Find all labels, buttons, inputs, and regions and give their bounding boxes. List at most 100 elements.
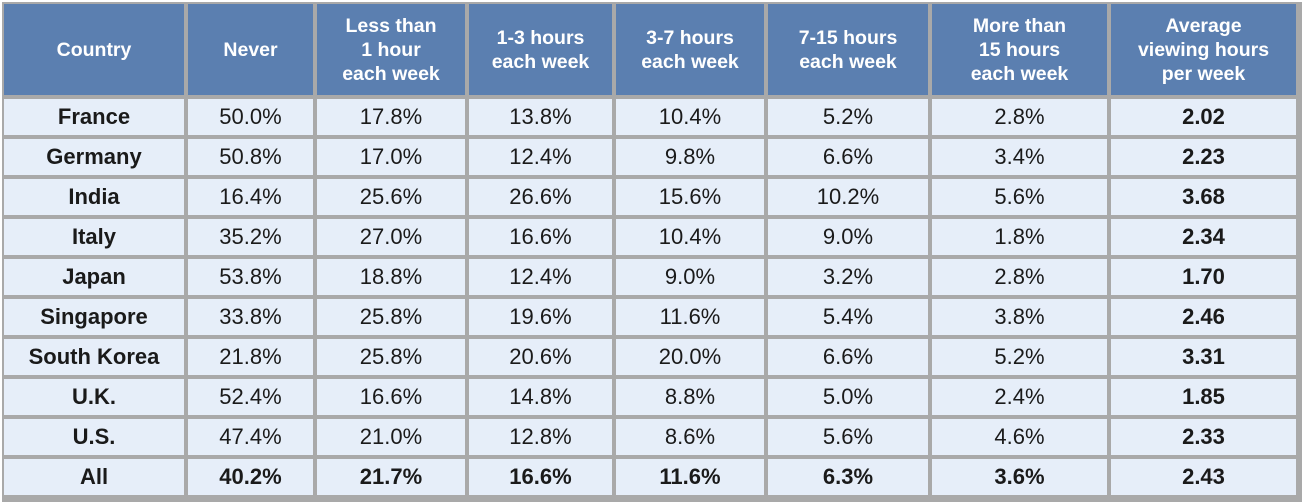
3-7-hours-cell: 10.4%: [616, 99, 764, 135]
never-cell: 16.4%: [188, 179, 313, 215]
country-cell: South Korea: [4, 339, 184, 375]
more-than-15-hours-cell: 1.8%: [932, 219, 1107, 255]
3-7-hours-cell: 20.0%: [616, 339, 764, 375]
less-than-1-hour-cell: 16.6%: [317, 379, 465, 415]
more-than-15-hours-cell: 3.8%: [932, 299, 1107, 335]
column-header-3-7-hours: 3-7 hours each week: [616, 4, 764, 95]
country-cell: Italy: [4, 219, 184, 255]
table-row: Japan 53.8% 18.8% 12.4% 9.0% 3.2% 2.8% 1.70: [4, 259, 1296, 295]
more-than-15-hours-cell: 2.4%: [932, 379, 1107, 415]
more-than-15-hours-cell: 3.6%: [932, 459, 1107, 495]
country-cell: U.K.: [4, 379, 184, 415]
more-than-15-hours-cell: 3.4%: [932, 139, 1107, 175]
1-3-hours-cell: 14.8%: [469, 379, 612, 415]
never-cell: 52.4%: [188, 379, 313, 415]
country-cell: All: [4, 459, 184, 495]
1-3-hours-cell: 12.8%: [469, 419, 612, 455]
average-hours-cell: 2.23: [1111, 139, 1296, 175]
table-row: U.S. 47.4% 21.0% 12.8% 8.6% 5.6% 4.6% 2.33: [4, 419, 1296, 455]
country-cell: France: [4, 99, 184, 135]
7-15-hours-cell: 6.6%: [768, 339, 928, 375]
never-cell: 33.8%: [188, 299, 313, 335]
country-cell: Germany: [4, 139, 184, 175]
column-header-more-than-15-hours: More than 15 hours each week: [932, 4, 1107, 95]
7-15-hours-cell: 9.0%: [768, 219, 928, 255]
1-3-hours-cell: 12.4%: [469, 139, 612, 175]
1-3-hours-cell: 20.6%: [469, 339, 612, 375]
average-hours-cell: 1.85: [1111, 379, 1296, 415]
column-header-less-than-1-hour: Less than 1 hour each week: [317, 4, 465, 95]
7-15-hours-cell: 6.3%: [768, 459, 928, 495]
3-7-hours-cell: 10.4%: [616, 219, 764, 255]
less-than-1-hour-cell: 17.8%: [317, 99, 465, 135]
1-3-hours-cell: 19.6%: [469, 299, 612, 335]
less-than-1-hour-cell: 21.7%: [317, 459, 465, 495]
less-than-1-hour-cell: 25.8%: [317, 299, 465, 335]
average-hours-cell: 2.34: [1111, 219, 1296, 255]
7-15-hours-cell: 3.2%: [768, 259, 928, 295]
table-row: Italy 35.2% 27.0% 16.6% 10.4% 9.0% 1.8% 2.34: [4, 219, 1296, 255]
never-cell: 50.8%: [188, 139, 313, 175]
never-cell: 40.2%: [188, 459, 313, 495]
table-row: India 16.4% 25.6% 26.6% 15.6% 10.2% 5.6% 3.68: [4, 179, 1296, 215]
country-cell: U.S.: [4, 419, 184, 455]
1-3-hours-cell: 16.6%: [469, 459, 612, 495]
less-than-1-hour-cell: 27.0%: [317, 219, 465, 255]
column-header-7-15-hours: 7-15 hours each week: [768, 4, 928, 95]
7-15-hours-cell: 6.6%: [768, 139, 928, 175]
average-hours-cell: 2.33: [1111, 419, 1296, 455]
table-body: France 50.0% 17.8% 13.8% 10.4% 5.2% 2.8% 2.02 Ge…: [4, 99, 1296, 495]
average-hours-cell: 3.31: [1111, 339, 1296, 375]
never-cell: 21.8%: [188, 339, 313, 375]
column-header-average-hours: Average viewing hours per week: [1111, 4, 1296, 95]
country-cell: India: [4, 179, 184, 215]
column-header-1-3-hours: 1-3 hours each week: [469, 4, 612, 95]
less-than-1-hour-cell: 18.8%: [317, 259, 465, 295]
table-row: France 50.0% 17.8% 13.8% 10.4% 5.2% 2.8% 2.02: [4, 99, 1296, 135]
never-cell: 47.4%: [188, 419, 313, 455]
3-7-hours-cell: 11.6%: [616, 459, 764, 495]
3-7-hours-cell: 8.8%: [616, 379, 764, 415]
3-7-hours-cell: 9.8%: [616, 139, 764, 175]
table-row: U.K. 52.4% 16.6% 14.8% 8.8% 5.0% 2.4% 1.85: [4, 379, 1296, 415]
7-15-hours-cell: 5.4%: [768, 299, 928, 335]
1-3-hours-cell: 16.6%: [469, 219, 612, 255]
table-row: South Korea 21.8% 25.8% 20.6% 20.0% 6.6% 5.2% 3…: [4, 339, 1296, 375]
average-hours-cell: 1.70: [1111, 259, 1296, 295]
3-7-hours-cell: 11.6%: [616, 299, 764, 335]
1-3-hours-cell: 13.8%: [469, 99, 612, 135]
table-row: Germany 50.8% 17.0% 12.4% 9.8% 6.6% 3.4% 2.23: [4, 139, 1296, 175]
never-cell: 35.2%: [188, 219, 313, 255]
3-7-hours-cell: 8.6%: [616, 419, 764, 455]
average-hours-cell: 2.43: [1111, 459, 1296, 495]
never-cell: 53.8%: [188, 259, 313, 295]
table-row: All 40.2% 21.7% 16.6% 11.6% 6.3% 3.6% 2.43: [4, 459, 1296, 495]
less-than-1-hour-cell: 17.0%: [317, 139, 465, 175]
more-than-15-hours-cell: 5.6%: [932, 179, 1107, 215]
country-cell: Singapore: [4, 299, 184, 335]
column-header-country: Country: [4, 4, 184, 95]
3-7-hours-cell: 15.6%: [616, 179, 764, 215]
1-3-hours-cell: 12.4%: [469, 259, 612, 295]
7-15-hours-cell: 10.2%: [768, 179, 928, 215]
less-than-1-hour-cell: 21.0%: [317, 419, 465, 455]
less-than-1-hour-cell: 25.6%: [317, 179, 465, 215]
1-3-hours-cell: 26.6%: [469, 179, 612, 215]
7-15-hours-cell: 5.2%: [768, 99, 928, 135]
7-15-hours-cell: 5.0%: [768, 379, 928, 415]
less-than-1-hour-cell: 25.8%: [317, 339, 465, 375]
header-row: Country Never Less than 1 hour each week…: [4, 4, 1296, 95]
never-cell: 50.0%: [188, 99, 313, 135]
7-15-hours-cell: 5.6%: [768, 419, 928, 455]
country-cell: Japan: [4, 259, 184, 295]
table-row: Singapore 33.8% 25.8% 19.6% 11.6% 5.4% 3.8% 2.4…: [4, 299, 1296, 335]
more-than-15-hours-cell: 5.2%: [932, 339, 1107, 375]
more-than-15-hours-cell: 4.6%: [932, 419, 1107, 455]
average-hours-cell: 3.68: [1111, 179, 1296, 215]
column-header-never: Never: [188, 4, 313, 95]
3-7-hours-cell: 9.0%: [616, 259, 764, 295]
average-hours-cell: 2.46: [1111, 299, 1296, 335]
more-than-15-hours-cell: 2.8%: [932, 99, 1107, 135]
